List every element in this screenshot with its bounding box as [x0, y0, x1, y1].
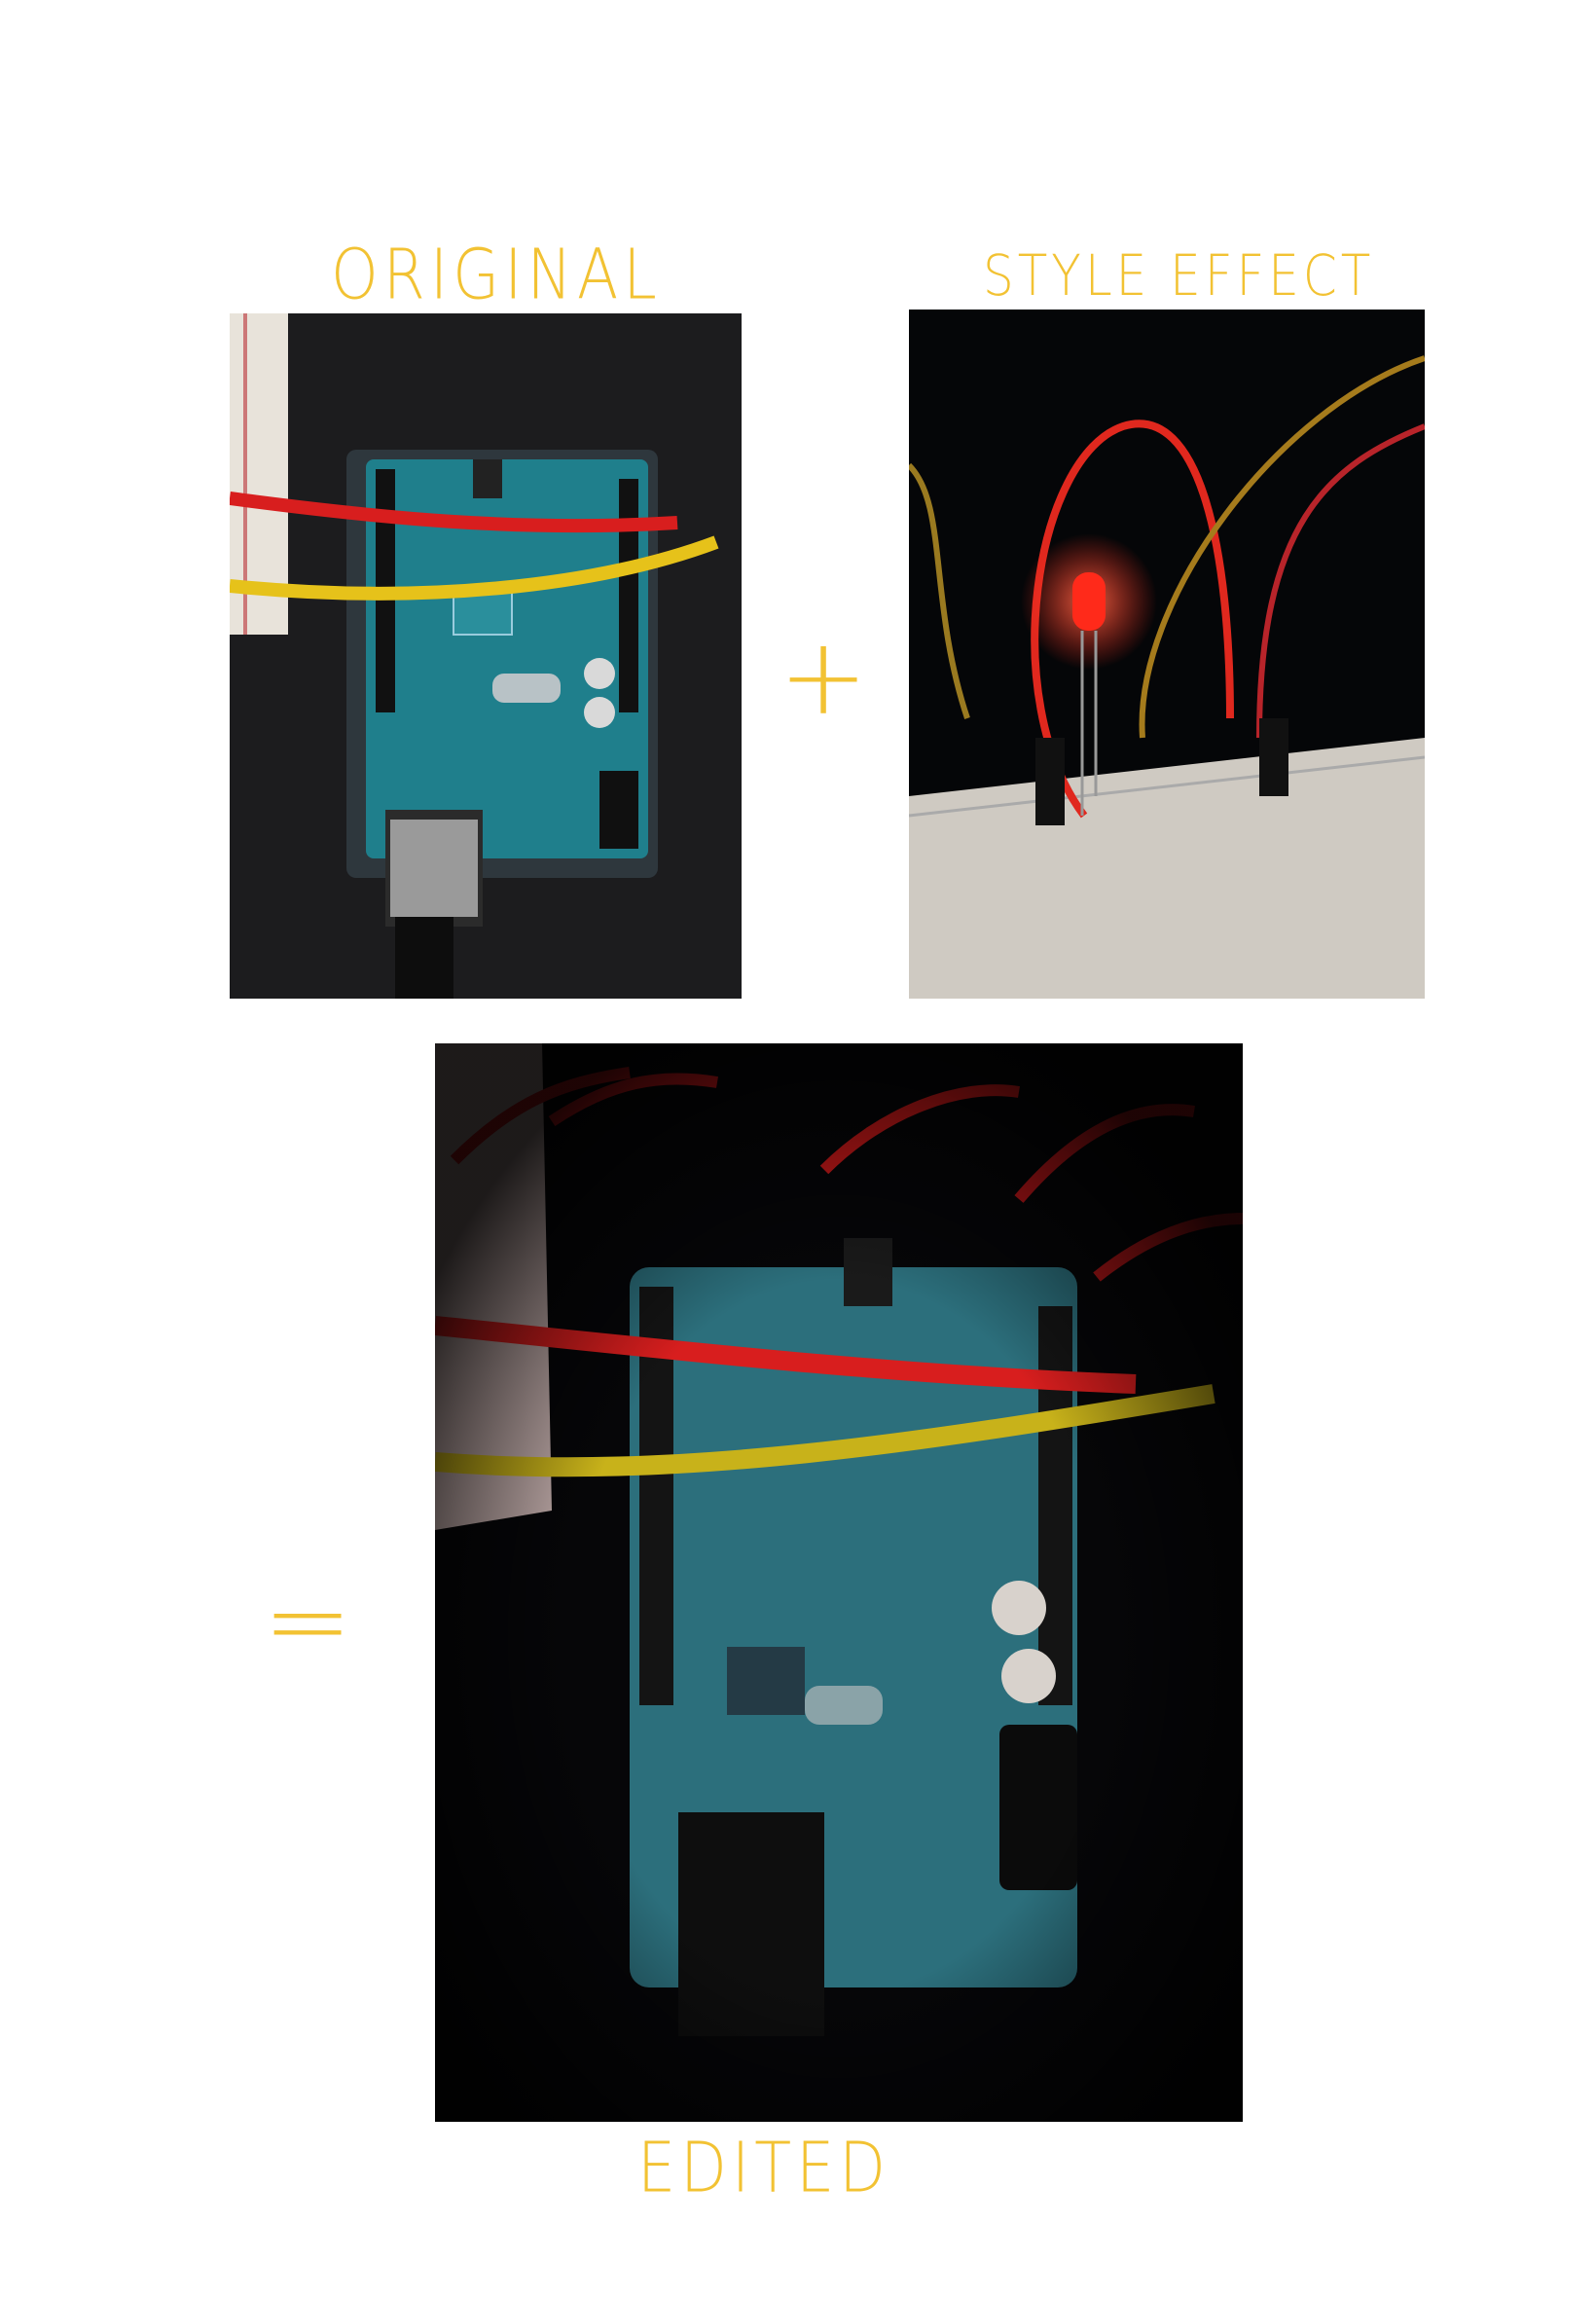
- original-photo: [230, 313, 742, 999]
- equals-operator: =: [263, 1558, 353, 1683]
- original-label: ORIGINAL: [331, 234, 662, 315]
- style-effect-label: STYLE EFFECT: [983, 243, 1375, 309]
- edited-photo: [435, 1043, 1243, 2122]
- edited-label: EDITED: [637, 2127, 890, 2208]
- plus-operator: +: [779, 614, 869, 739]
- style-effect-photo: [909, 310, 1425, 999]
